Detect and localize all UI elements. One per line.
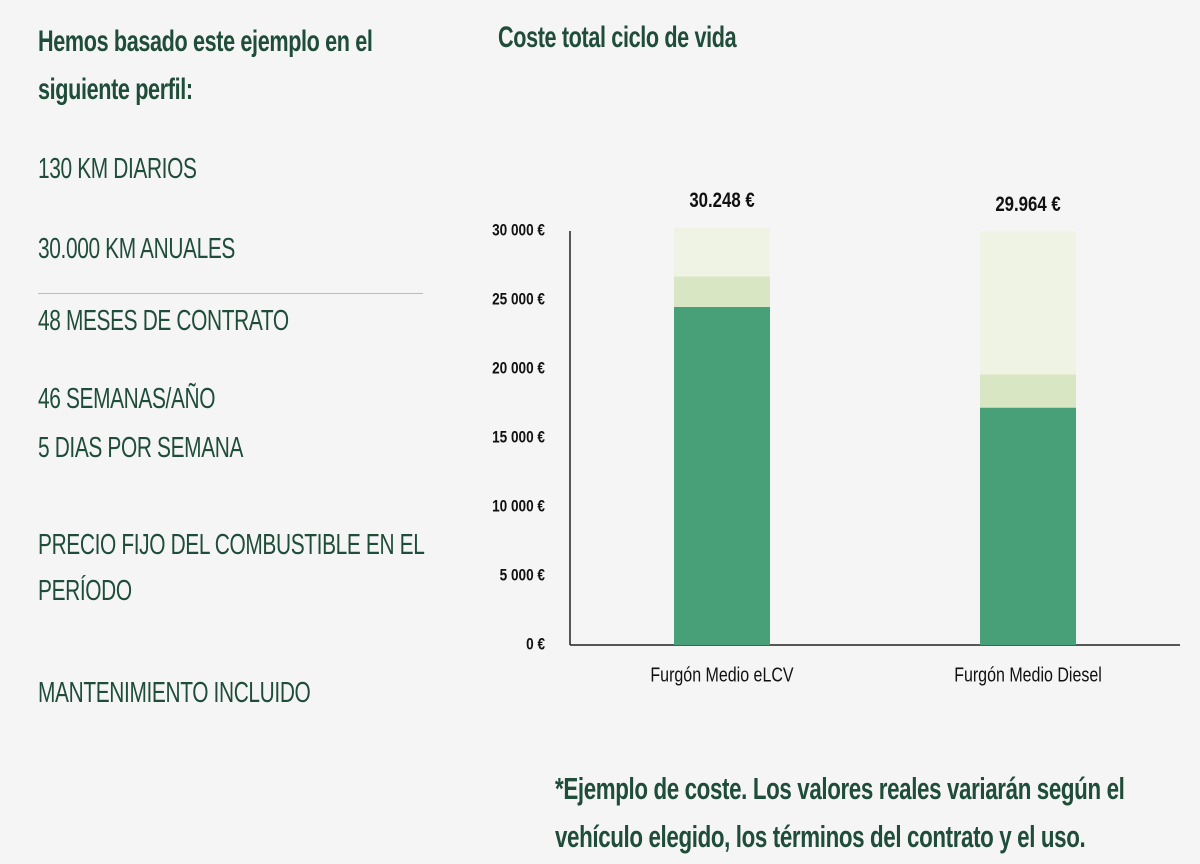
profile-item: 130 KM DIARIOS: [38, 153, 197, 185]
total-label: 29.964 €: [995, 193, 1061, 216]
y-tick-label: 15 000 €: [492, 428, 545, 447]
bar-segment: [980, 374, 1076, 408]
bar-segment: [674, 227, 770, 277]
y-tick-label: 10 000 €: [492, 497, 545, 516]
profile-title: Hemos basado este ejemplo en el siguient…: [38, 25, 373, 106]
total-label: 30.248 €: [689, 189, 755, 212]
y-tick-label: 5 000 €: [500, 566, 546, 585]
x-tick-label: Furgón Medio eLCV: [650, 664, 793, 686]
profile-item: 5 DIAS POR SEMANA: [38, 432, 244, 464]
y-tick-label: 20 000 €: [492, 359, 545, 378]
bar-segment: [980, 407, 1076, 645]
profile-item: 46 SEMANAS/AÑO: [38, 383, 216, 415]
bar-segment: [674, 276, 770, 307]
profile-item: 48 MESES DE CONTRATO: [38, 305, 289, 337]
footnote: *Ejemplo de coste. Los valores reales va…: [555, 771, 1125, 854]
y-tick-label: 0 €: [526, 635, 545, 654]
bar-segment: [980, 231, 1076, 375]
bar-segment: [674, 306, 770, 645]
x-tick-label: Furgón Medio Diesel: [954, 664, 1102, 686]
profile-item: PRECIO FIJO DEL COMBUSTIBLE EN EL PERÍOD…: [38, 529, 424, 607]
y-tick-label: 25 000 €: [492, 290, 545, 309]
chart-title: Coste total ciclo de vida: [498, 21, 737, 54]
separator: [38, 293, 423, 294]
profile-item: MANTENIMIENTO INCLUIDO: [38, 677, 311, 709]
y-tick-label: 30 000 €: [492, 221, 545, 240]
profile-item: 30.000 KM ANUALES: [38, 233, 235, 265]
